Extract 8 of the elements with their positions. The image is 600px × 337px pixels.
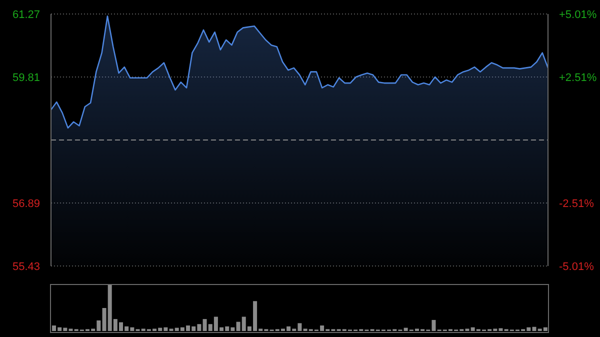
y-tick-label: 55.43 [12, 261, 40, 273]
y-tick-label: 56.89 [12, 198, 40, 210]
y2-tick-label: -2.51% [559, 198, 594, 210]
y2-tick-label: +5.01% [559, 9, 597, 21]
y-tick-label: 61.27 [12, 9, 40, 21]
y-tick-label: 59.81 [12, 72, 40, 84]
y2-tick-label: +2.51% [559, 72, 597, 84]
y2-tick-label: -5.01% [559, 261, 594, 273]
